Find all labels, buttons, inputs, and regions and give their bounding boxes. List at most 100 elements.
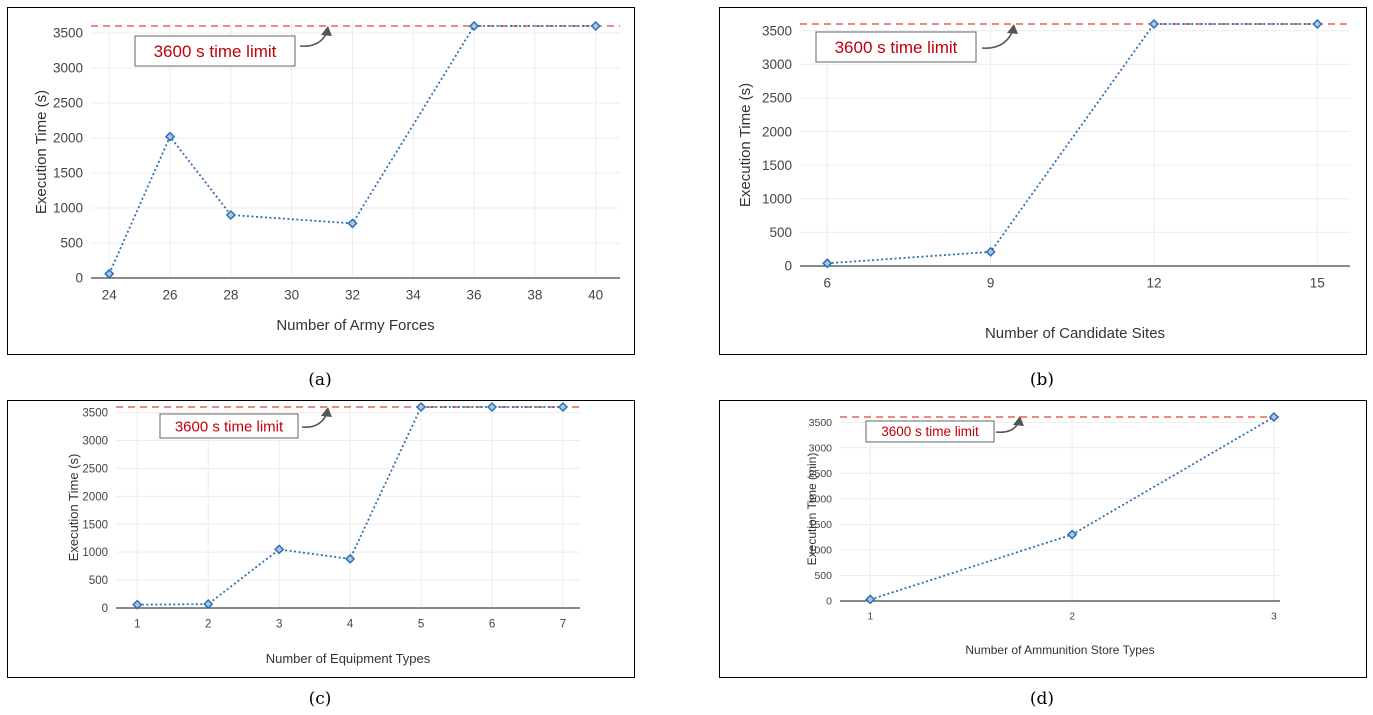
x-tick-label: 40 [588, 288, 603, 303]
chart-svg: 6 9 12 15 0 500 1000 1500 2000 2500 3000 3500 Number… [737, 18, 1350, 342]
data-point-marker [274, 544, 285, 555]
time-limit-annotation-text: 3600 s time limit [154, 42, 277, 61]
data-point-marker [590, 20, 601, 32]
x-axis-label: Number of Ammunition Store Types [965, 643, 1154, 657]
data-point-marker [1268, 411, 1280, 423]
y-tick-label: 3000 [762, 57, 792, 72]
data-point-marker [345, 553, 356, 564]
y-tick-label: 0 [75, 271, 83, 286]
y-tick-label: 500 [89, 575, 108, 587]
x-axis-label: Number of Equipment Types [266, 651, 431, 666]
x-tick-label: 36 [467, 288, 482, 303]
y-tick-label: 3000 [809, 442, 833, 454]
x-tick-label: 24 [102, 288, 118, 303]
y-tick-label: 500 [769, 225, 792, 240]
data-point-marker [1312, 18, 1323, 30]
y-tick-label: 500 [60, 236, 83, 251]
x-tick-label: 2 [205, 619, 211, 631]
x-tick-label: 3 [276, 619, 282, 631]
x-tick-label: 2 [1069, 611, 1075, 623]
y-tick-label: 0 [826, 596, 832, 608]
chart-panel-b: 6 9 12 15 0 500 1000 1500 2000 2500 3000 3500 Number… [719, 7, 1367, 355]
caption-a: (a) [308, 370, 332, 390]
y-tick-label: 3000 [82, 436, 108, 448]
x-tick-label: 34 [406, 288, 422, 303]
y-tick-label: 2000 [53, 131, 83, 146]
annotation-arrowhead-icon [321, 407, 332, 417]
data-point-marker [203, 599, 214, 610]
time-limit-annotation-box [815, 31, 977, 63]
series-line [827, 23, 1318, 265]
data-point-marker [557, 401, 569, 413]
data-point-marker [469, 20, 480, 32]
caption-b: (b) [1029, 370, 1055, 390]
x-tick-label: 6 [823, 276, 831, 291]
x-tick-label: 1 [867, 611, 873, 623]
y-tick-label: 1500 [809, 519, 833, 531]
chart-svg: 1 2 3 4 5 6 7 0 500 1000 1500 2000 2500 3000 3500 Numbe… [66, 401, 580, 666]
y-axis-label: Execution Time (min) [805, 453, 819, 566]
annotation-arrowhead-icon [1007, 24, 1018, 34]
chart-svg: 1 2 3 0 500 1000 1500 2000 2500 3000 3500 Number of… [805, 411, 1280, 657]
data-point-marker [132, 599, 143, 610]
x-tick-label: 7 [560, 619, 566, 631]
y-tick-label: 3500 [809, 417, 833, 429]
x-tick-label: 3 [1271, 611, 1277, 623]
time-limit-annotation-text: 3600 s time limit [835, 38, 958, 57]
chart-svg: 24 26 28 30 32 34 36 38 40 0 500 1000 1500 2000 2500 30… [33, 20, 620, 334]
data-point-marker [164, 131, 176, 142]
y-tick-label: 2500 [809, 468, 833, 480]
x-tick-label: 4 [347, 619, 354, 631]
y-tick-label: 1500 [82, 519, 108, 531]
data-point-marker [486, 401, 498, 413]
y-tick-label: 0 [784, 259, 792, 274]
data-point-marker [416, 401, 427, 413]
time-limit-annotation-box [865, 420, 995, 443]
data-point-marker [822, 258, 833, 269]
y-tick-label: 1000 [809, 545, 833, 557]
chart-panel-a: 24 26 28 30 32 34 36 38 40 0 500 1000 1500 2000 2500 30… [7, 7, 635, 355]
y-tick-label: 1500 [53, 166, 83, 181]
y-tick-label: 2500 [762, 91, 792, 106]
y-axis-label: Execution Time (s) [33, 90, 50, 214]
data-point-marker [1067, 529, 1078, 540]
x-tick-label: 15 [1310, 276, 1325, 291]
data-point-marker [104, 268, 115, 279]
y-tick-label: 1000 [53, 201, 83, 216]
y-tick-label: 3000 [53, 61, 83, 76]
y-tick-label: 1500 [762, 158, 792, 173]
y-tick-label: 3500 [762, 23, 792, 38]
y-axis-label: Execution Time (s) [737, 83, 754, 207]
x-axis-label: Number of Army Forces [276, 317, 434, 334]
caption-c: (c) [308, 689, 332, 709]
chart-panel-c: 1 2 3 4 5 6 7 0 500 1000 1500 2000 2500 3000 3500 Numbe… [7, 400, 635, 678]
x-tick-label: 6 [489, 619, 495, 631]
data-point-marker [1148, 18, 1160, 30]
x-tick-label: 38 [527, 288, 542, 303]
y-tick-label: 2500 [82, 463, 108, 475]
annotation-arrowhead-icon [321, 26, 332, 36]
x-tick-label: 30 [284, 288, 299, 303]
x-tick-label: 32 [345, 288, 360, 303]
data-point-marker [347, 218, 358, 229]
y-tick-label: 2000 [762, 124, 792, 139]
y-tick-label: 2000 [809, 493, 833, 505]
x-tick-label: 12 [1146, 276, 1161, 291]
annotation-arrowhead-icon [1013, 416, 1024, 426]
y-tick-label: 3500 [82, 408, 108, 420]
data-point-marker [985, 246, 996, 257]
caption-d: (d) [1029, 689, 1055, 709]
y-tick-label: 2500 [53, 96, 83, 111]
x-tick-label: 28 [223, 288, 238, 303]
x-tick-label: 1 [134, 619, 140, 631]
data-point-marker [865, 594, 876, 605]
y-axis-label: Execution Time (s) [66, 454, 81, 562]
x-tick-label: 9 [987, 276, 995, 291]
time-limit-annotation-text: 3600 s time limit [175, 418, 284, 435]
y-tick-label: 1000 [762, 192, 792, 207]
data-point-marker [225, 209, 236, 221]
time-limit-annotation-box [134, 35, 296, 67]
chart-panel-d: 1 2 3 0 500 1000 1500 2000 2500 3000 3500 Number of… [719, 400, 1367, 678]
y-tick-label: 2000 [82, 491, 108, 503]
time-limit-annotation-text: 3600 s time limit [881, 424, 979, 439]
